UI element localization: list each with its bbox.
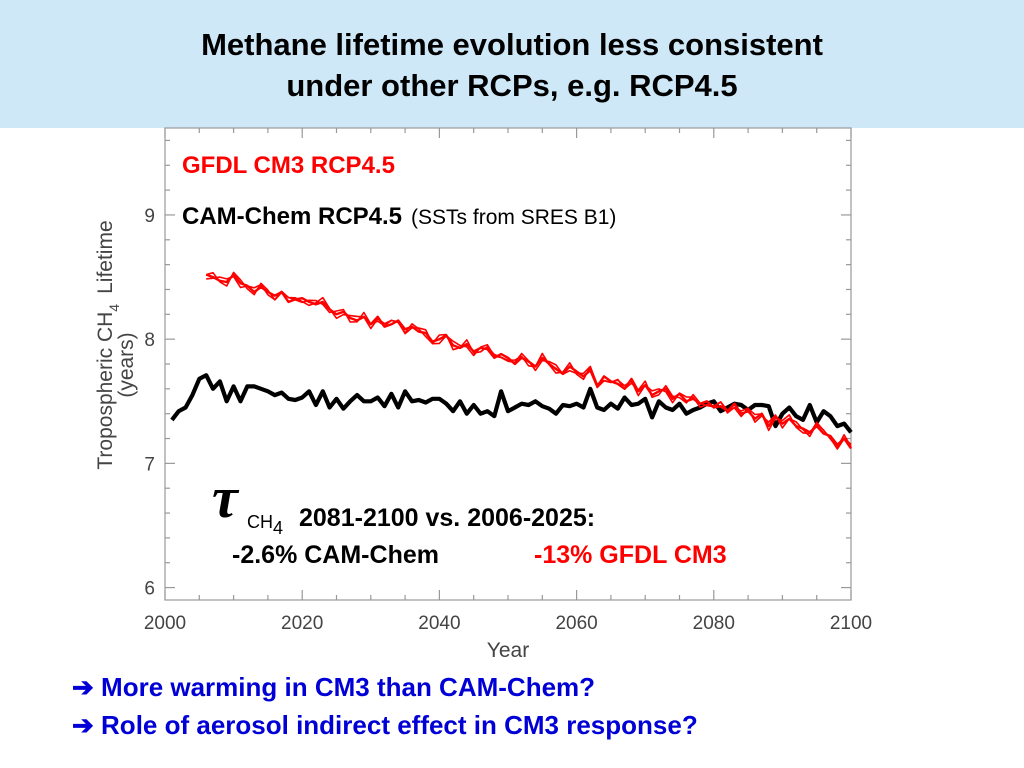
y-axis-title-sub: 4 [106,304,122,312]
annotation-gfdl-change: -13% GFDL CM3 [534,541,727,569]
x-tick-label: 2020 [281,613,323,634]
y-tick-label: 9 [144,206,155,227]
y-axis-title: Tropospheric CH4 Lifetime (years) [94,220,138,469]
legend-camchem: CAM-Chem RCP4.5 (SSTs from SRES B1) [182,203,616,230]
tau-symbol: τ [212,465,240,530]
axis-ticks [164,128,852,600]
arrow-right-icon: ➔ [72,710,94,740]
y-tick-label: 6 [144,579,155,600]
legend-camchem-note: (SSTs from SRES B1) [411,206,616,229]
x-tick-label: 2000 [144,613,186,634]
bullet-item: ➔ Role of aerosol indirect effect in CM3… [72,706,1012,744]
slide-title-line-2: under other RCPs, e.g. RCP4.5 [286,68,738,103]
legend-camchem-label: CAM-Chem RCP4.5 [182,203,402,230]
series-line-gfdl [205,273,852,450]
tau-subscript-main: CH [247,512,273,532]
slide-title-line-1: Methane lifetime evolution less consiste… [201,27,823,62]
axis-tick-labels: 2000 2020 2040 2060 2080 2100 6 7 8 9 [144,206,872,634]
bullet-text: Role of aerosol indirect effect in CM3 r… [101,710,698,740]
legend-gfdl-label: GFDL CM3 RCP4.5 [182,152,395,179]
tau-subscript-digit: 4 [273,518,283,538]
x-tick-label: 2100 [830,613,872,634]
arrow-right-icon: ➔ [72,672,94,702]
svg-text:Tropospheric CH4Lifetime: Tropospheric CH4 Lifetime [94,220,122,469]
y-tick-label: 8 [144,330,155,351]
y-axis-title-main: Tropospheric CH [94,312,117,470]
legend-gfdl: GFDL CM3 RCP4.5 [182,152,395,179]
x-tick-label: 2040 [418,613,460,634]
y-tick-label: 7 [144,454,155,475]
bullet-text: More warming in CM3 than CAM-Chem? [101,672,596,702]
x-axis-title: Year [487,639,529,660]
title-band: Methane lifetime evolution less consiste… [0,0,1024,128]
series-line-gfdl-member [205,271,852,449]
bullet-item: ➔ More warming in CM3 than CAM-Chem? [72,668,1012,706]
series-line-camchem [170,373,853,434]
annotation-cam-change: -2.6% CAM-Chem [232,541,439,569]
x-tick-label: 2060 [555,613,597,634]
tau-subscript: CH4 [247,512,283,538]
bullet-list: ➔ More warming in CM3 than CAM-Chem? ➔ R… [72,668,1012,744]
x-tick-label: 2080 [693,613,735,634]
methane-lifetime-chart: 2000 2020 2040 2060 2080 2100 6 7 8 9 Year Tropos… [94,127,872,660]
y-axis-title-tail: Lifetime [94,220,117,294]
annotation-period: 2081-2100 vs. 2006-2025: [299,504,595,532]
series-lines [170,271,853,450]
y-axis-units: (years) [115,332,138,397]
